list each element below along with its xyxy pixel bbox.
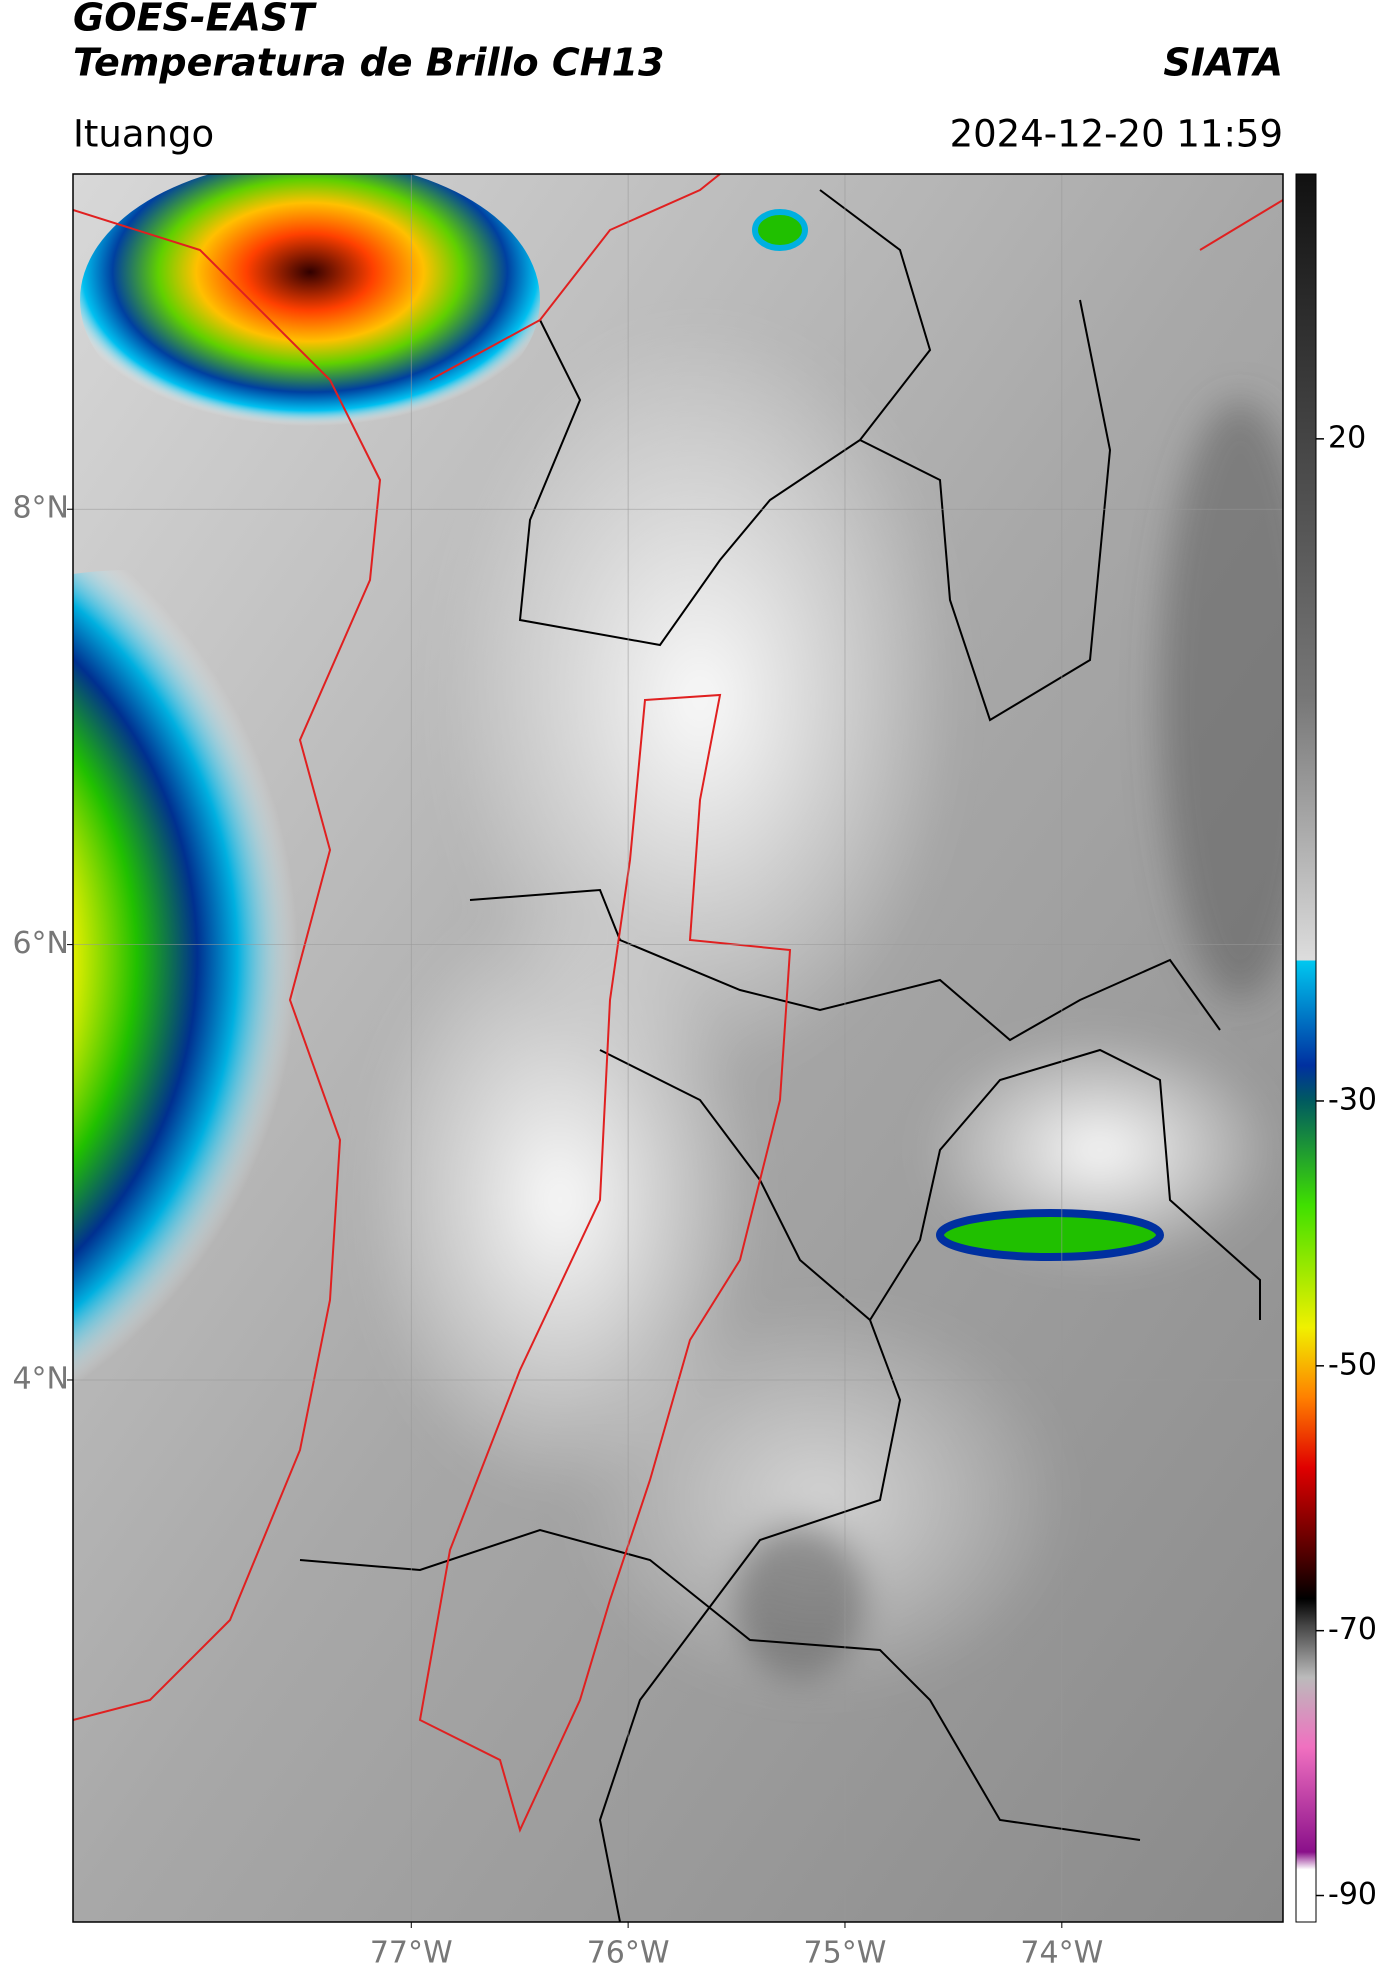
colorbar bbox=[1295, 173, 1317, 1923]
y-tick-label: 6°N bbox=[12, 926, 69, 961]
x-tick-label: 77°W bbox=[370, 1936, 453, 1971]
location: Ituango bbox=[73, 113, 214, 156]
x-tick-label: 74°W bbox=[1020, 1936, 1103, 1971]
y-tick-label: 8°N bbox=[12, 491, 69, 526]
x-tick-label: 76°W bbox=[587, 1936, 670, 1971]
source: SIATA bbox=[1163, 41, 1283, 85]
colorbar-label: -70 bbox=[1328, 1612, 1377, 1647]
colorbar-label: -30 bbox=[1328, 1082, 1377, 1117]
satellite-image bbox=[73, 174, 1283, 1922]
subtitle: Temperatura de Brillo CH13 bbox=[73, 41, 664, 85]
x-tick-label: 75°W bbox=[804, 1936, 887, 1971]
colorbar-label: -90 bbox=[1328, 1877, 1377, 1912]
datetime: 2024-12-20 11:59 bbox=[950, 113, 1283, 156]
graticule bbox=[73, 174, 1283, 1922]
map-frame bbox=[72, 173, 1284, 1923]
colorbar-label: -50 bbox=[1328, 1347, 1377, 1382]
colorbar-label: 20 bbox=[1328, 420, 1366, 455]
title: GOES-EAST bbox=[73, 0, 317, 40]
y-tick-label: 4°N bbox=[12, 1361, 69, 1396]
